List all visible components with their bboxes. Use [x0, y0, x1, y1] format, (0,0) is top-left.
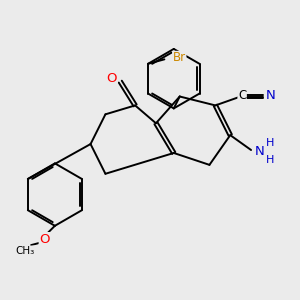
Text: H: H	[266, 155, 275, 165]
Text: N: N	[266, 89, 275, 102]
Text: H: H	[266, 138, 275, 148]
Text: Br: Br	[173, 51, 186, 64]
Text: N: N	[255, 145, 264, 158]
Text: O: O	[107, 72, 117, 85]
Text: C: C	[238, 88, 246, 101]
Text: O: O	[39, 233, 50, 246]
Text: CH₃: CH₃	[16, 246, 35, 256]
